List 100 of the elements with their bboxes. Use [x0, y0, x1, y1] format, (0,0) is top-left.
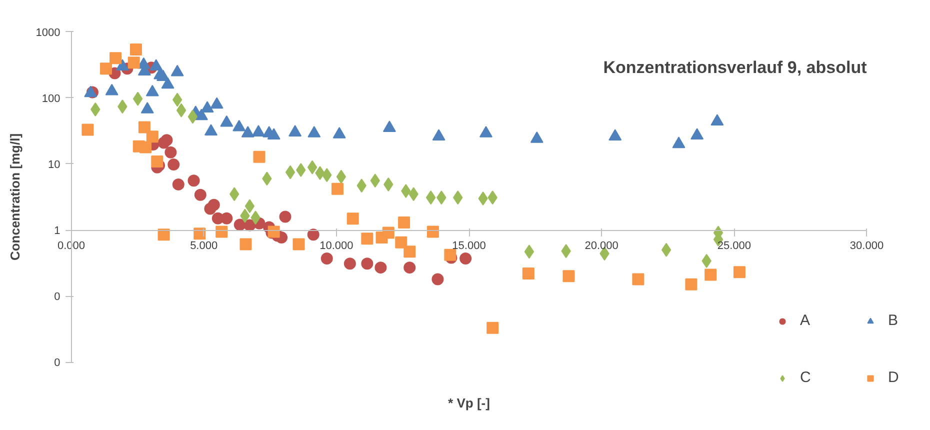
point	[361, 258, 374, 270]
x-tick-label: 20.000	[584, 240, 618, 252]
point	[661, 242, 672, 257]
x-tick-label: 15.000	[452, 240, 486, 252]
point	[229, 187, 240, 202]
point	[346, 212, 359, 225]
y-tick-label: 1000	[36, 26, 60, 39]
point	[172, 178, 184, 190]
point	[170, 64, 184, 76]
point	[307, 160, 318, 174]
point	[530, 131, 544, 143]
point	[395, 236, 408, 248]
point	[522, 267, 534, 280]
x-tick-label: 25.000	[717, 240, 751, 252]
point	[460, 252, 472, 265]
y-axis-title: Concentration [mg/l]	[8, 133, 22, 261]
point	[216, 226, 228, 238]
point	[140, 102, 154, 114]
point	[292, 238, 305, 250]
point	[244, 199, 255, 214]
point	[220, 115, 234, 127]
point	[146, 84, 159, 96]
point	[432, 273, 444, 286]
point	[151, 156, 164, 168]
x-tick-label: 5.000	[190, 240, 218, 252]
y-tick-label: 0	[54, 291, 60, 304]
point	[160, 134, 173, 146]
legend-label: D	[888, 369, 900, 386]
point	[130, 44, 142, 56]
point	[404, 262, 416, 274]
point	[240, 238, 252, 250]
point	[308, 126, 321, 138]
point	[562, 270, 575, 282]
point	[82, 124, 94, 136]
point	[161, 77, 174, 89]
point	[632, 273, 644, 286]
legend-label: A	[800, 312, 812, 329]
point	[252, 125, 265, 136]
x-tick-label: 30.000	[850, 240, 884, 252]
point	[710, 114, 724, 126]
point	[704, 268, 717, 281]
point	[116, 59, 129, 70]
point	[479, 126, 492, 138]
point	[208, 198, 220, 211]
point	[382, 226, 394, 239]
point	[138, 121, 150, 134]
point	[132, 92, 143, 106]
point	[105, 84, 118, 96]
x-axis-title: * Vp [-]	[448, 396, 490, 410]
point	[232, 120, 246, 132]
point	[204, 124, 218, 136]
point	[150, 59, 163, 70]
x-tick-label: 10.000	[320, 240, 354, 252]
point	[320, 252, 333, 265]
legend-label: C	[800, 369, 812, 386]
point	[361, 232, 374, 245]
point	[168, 158, 180, 171]
point	[336, 170, 346, 184]
point	[128, 56, 140, 69]
point	[188, 174, 200, 187]
point	[444, 248, 456, 261]
point	[608, 129, 622, 141]
point	[200, 101, 214, 113]
point	[188, 110, 198, 124]
point	[285, 165, 296, 180]
point	[267, 128, 280, 140]
point	[164, 146, 177, 158]
point	[524, 244, 534, 259]
point	[374, 262, 387, 274]
point	[426, 190, 436, 205]
point	[110, 52, 122, 64]
y-tick-label: 100	[42, 92, 60, 105]
legend-label: B	[888, 312, 900, 329]
point	[288, 125, 302, 136]
point	[733, 266, 746, 278]
point	[690, 128, 704, 140]
point	[194, 188, 206, 201]
point	[146, 130, 158, 143]
point	[176, 103, 186, 118]
point	[220, 212, 233, 224]
point	[100, 62, 112, 75]
point	[398, 216, 410, 228]
point	[140, 141, 152, 154]
y-tick-label: 0	[54, 357, 60, 370]
point	[382, 120, 396, 132]
point	[486, 322, 499, 334]
point	[331, 182, 344, 195]
point	[685, 278, 698, 290]
point	[426, 226, 439, 238]
point	[307, 228, 320, 241]
point	[404, 246, 416, 258]
point	[172, 92, 182, 107]
point	[672, 136, 686, 148]
point	[253, 150, 266, 163]
text: Konzentrationsverlauf 9, absolut	[603, 58, 868, 77]
point	[432, 129, 446, 141]
point	[332, 127, 346, 138]
point	[158, 228, 170, 241]
point	[344, 258, 356, 270]
point	[241, 126, 254, 138]
